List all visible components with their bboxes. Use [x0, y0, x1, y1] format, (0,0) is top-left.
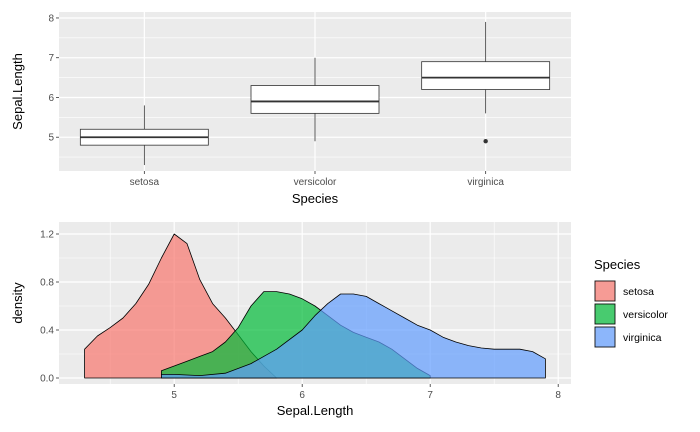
- legend-label: virginica: [623, 332, 662, 344]
- boxplot-y-tick-label: 8: [48, 13, 54, 24]
- boxplot-y-tick-label: 5: [48, 133, 54, 144]
- legend-item-setosa: setosa: [594, 280, 654, 302]
- density-y-axis-title: density: [10, 282, 25, 324]
- legend-title: Species: [594, 257, 641, 272]
- density-x-axis-title: Sepal.Length: [277, 403, 354, 418]
- legend-item-versicolor: versicolor: [594, 303, 668, 325]
- legend-label: versicolor: [623, 309, 668, 321]
- boxplot-panel: 5 6 7 8 setosa versicolor virginica Species S…: [10, 12, 571, 206]
- legend-swatch: [594, 280, 616, 302]
- density-y-ticks: 0.0 0.4 0.8 1.2: [40, 230, 59, 385]
- density-x-ticks: 5 6 7 8: [171, 384, 561, 401]
- boxplot-x-tick-label: versicolor: [294, 177, 337, 188]
- density-y-tick-label: 0.4: [40, 326, 54, 337]
- boxplot-x-axis-title: Species: [292, 191, 339, 206]
- box-virginica: [421, 21, 551, 144]
- legend: Species setosa versicolor virginica: [594, 257, 668, 348]
- density-marks: [84, 233, 546, 379]
- boxplot-x-ticks: setosa versicolor virginica: [130, 171, 504, 188]
- density-y-tick-label: 1.2: [40, 230, 54, 241]
- boxplot-marks: [79, 21, 551, 166]
- legend-swatch: [594, 303, 616, 325]
- density-x-tick-label: 8: [555, 390, 561, 401]
- boxplot-x-tick-label: virginica: [467, 177, 504, 188]
- legend-swatch: [594, 326, 616, 348]
- density-y-tick-label: 0.8: [40, 278, 54, 289]
- boxplot-y-tick-label: 7: [48, 53, 54, 64]
- density-area-virginica: [161, 293, 546, 379]
- box-outlier: [483, 138, 488, 144]
- density-y-tick-label: 0.0: [40, 374, 54, 385]
- box-iqr: [421, 61, 551, 90]
- boxplot-x-tick-label: setosa: [130, 177, 160, 188]
- boxplot-y-ticks: 5 6 7 8: [48, 13, 59, 144]
- density-x-tick-label: 5: [171, 390, 177, 401]
- density-x-tick-label: 7: [427, 390, 433, 401]
- density-panel: 0.0 0.4 0.8 1.2 5 6 7 8 Sepal.Length density: [10, 222, 571, 418]
- legend-label: setosa: [623, 286, 654, 298]
- boxplot-y-axis-title: Sepal.Length: [10, 53, 25, 130]
- box-versicolor: [250, 57, 380, 142]
- box-setosa: [79, 105, 209, 166]
- box-iqr: [250, 85, 380, 114]
- legend-items: setosa versicolor virginica: [594, 280, 668, 348]
- density-x-tick-label: 6: [299, 390, 305, 401]
- boxplot-y-tick-label: 6: [48, 93, 54, 104]
- legend-item-virginica: virginica: [594, 326, 662, 348]
